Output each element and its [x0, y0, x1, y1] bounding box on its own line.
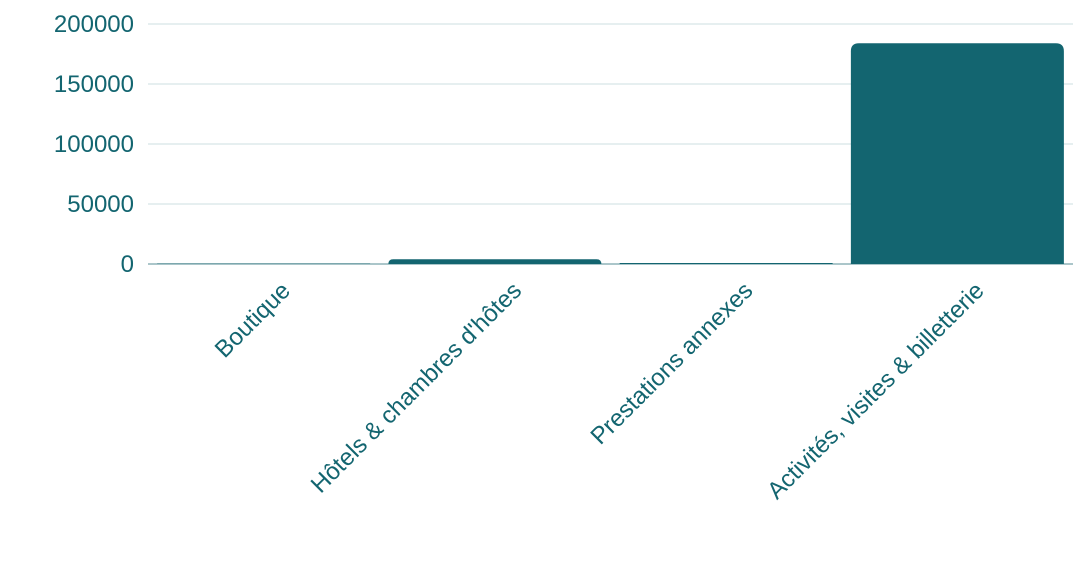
y-tick-label: 200000: [54, 11, 134, 38]
bars: [157, 43, 1064, 265]
y-tick-label: 0: [121, 251, 134, 278]
x-axis-category-labels: Boutique Hôtels & chambres d'hôtes Prestat…: [210, 277, 990, 505]
y-tick-label: 150000: [54, 71, 134, 98]
x-category-label: Boutique: [210, 277, 296, 363]
y-tick-label: 100000: [54, 131, 134, 158]
bar-2: [388, 259, 602, 264]
x-category-label: Prestations annexes: [586, 277, 759, 450]
bar-4: [850, 43, 1064, 265]
y-tick-label: 50000: [67, 191, 134, 218]
x-category-label: Activités, visites & billetterie: [762, 277, 990, 505]
y-axis-tick-labels: 0 50000 100000 150000 200000: [54, 11, 134, 278]
x-category-label: Hôtels & chambres d'hôtes: [306, 277, 527, 498]
bar-3: [619, 263, 833, 264]
